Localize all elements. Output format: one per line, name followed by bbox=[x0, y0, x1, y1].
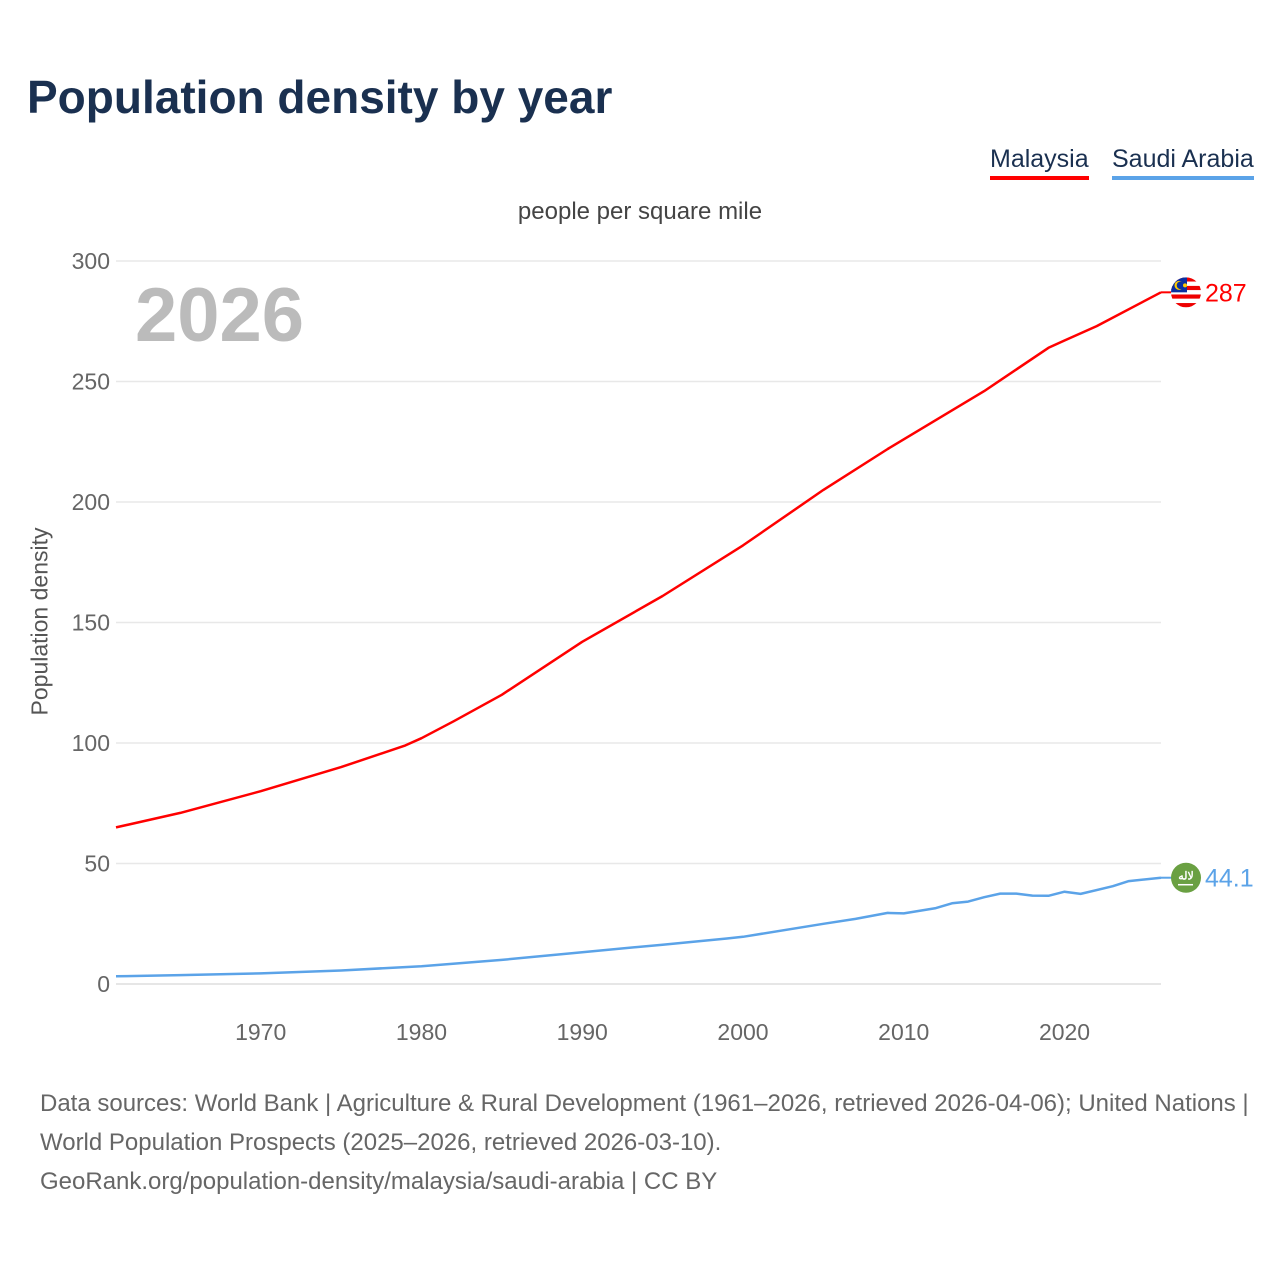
footer: Data sources: World Bank | Agriculture &… bbox=[40, 1084, 1260, 1201]
year-indicator: 2026 bbox=[135, 273, 305, 358]
flag-stripe bbox=[1171, 298, 1201, 304]
flag-script: ﻻﻟﻪ bbox=[1178, 871, 1194, 883]
y-tick-label: 300 bbox=[72, 248, 110, 274]
x-tick-label: 1980 bbox=[396, 1019, 447, 1045]
legend-item-saudi-arabia[interactable]: Saudi Arabia bbox=[1112, 145, 1254, 180]
x-tick-label: 2000 bbox=[717, 1019, 768, 1045]
end-value-label: 287 bbox=[1205, 279, 1247, 307]
flag-crescent-cut bbox=[1176, 281, 1185, 290]
x-tick-label: 2020 bbox=[1039, 1019, 1090, 1045]
series-line-saudi-arabia bbox=[115, 876, 1162, 978]
x-tick-label: 2010 bbox=[878, 1019, 929, 1045]
y-tick-label: 50 bbox=[84, 851, 110, 877]
y-tick-label: 0 bbox=[97, 971, 110, 997]
series-line-malaysia bbox=[115, 291, 1162, 829]
chart-title: Population density by year bbox=[27, 71, 613, 123]
x-tick-label: 1990 bbox=[557, 1019, 608, 1045]
y-tick-label: 150 bbox=[72, 610, 110, 636]
source-link[interactable]: GeoRank.org/population-density/malaysia/… bbox=[40, 1168, 718, 1195]
chart-subtitle: people per square mile bbox=[517, 198, 763, 225]
y-tick-label: 100 bbox=[72, 730, 110, 756]
data-sources: Data sources: World Bank | Agriculture &… bbox=[40, 1090, 1249, 1156]
end-value-label: 44.1 bbox=[1205, 865, 1254, 893]
x-tick-label: 1970 bbox=[235, 1019, 286, 1045]
malaysia-flag-icon bbox=[1171, 277, 1201, 308]
y-tick-label: 250 bbox=[72, 369, 110, 395]
y-tick-label: 200 bbox=[72, 489, 110, 515]
flag-star bbox=[1183, 283, 1187, 288]
legend-item-malaysia[interactable]: Malaysia bbox=[990, 145, 1089, 180]
flag-stripe bbox=[1171, 303, 1201, 308]
flag-stripe bbox=[1171, 294, 1201, 299]
